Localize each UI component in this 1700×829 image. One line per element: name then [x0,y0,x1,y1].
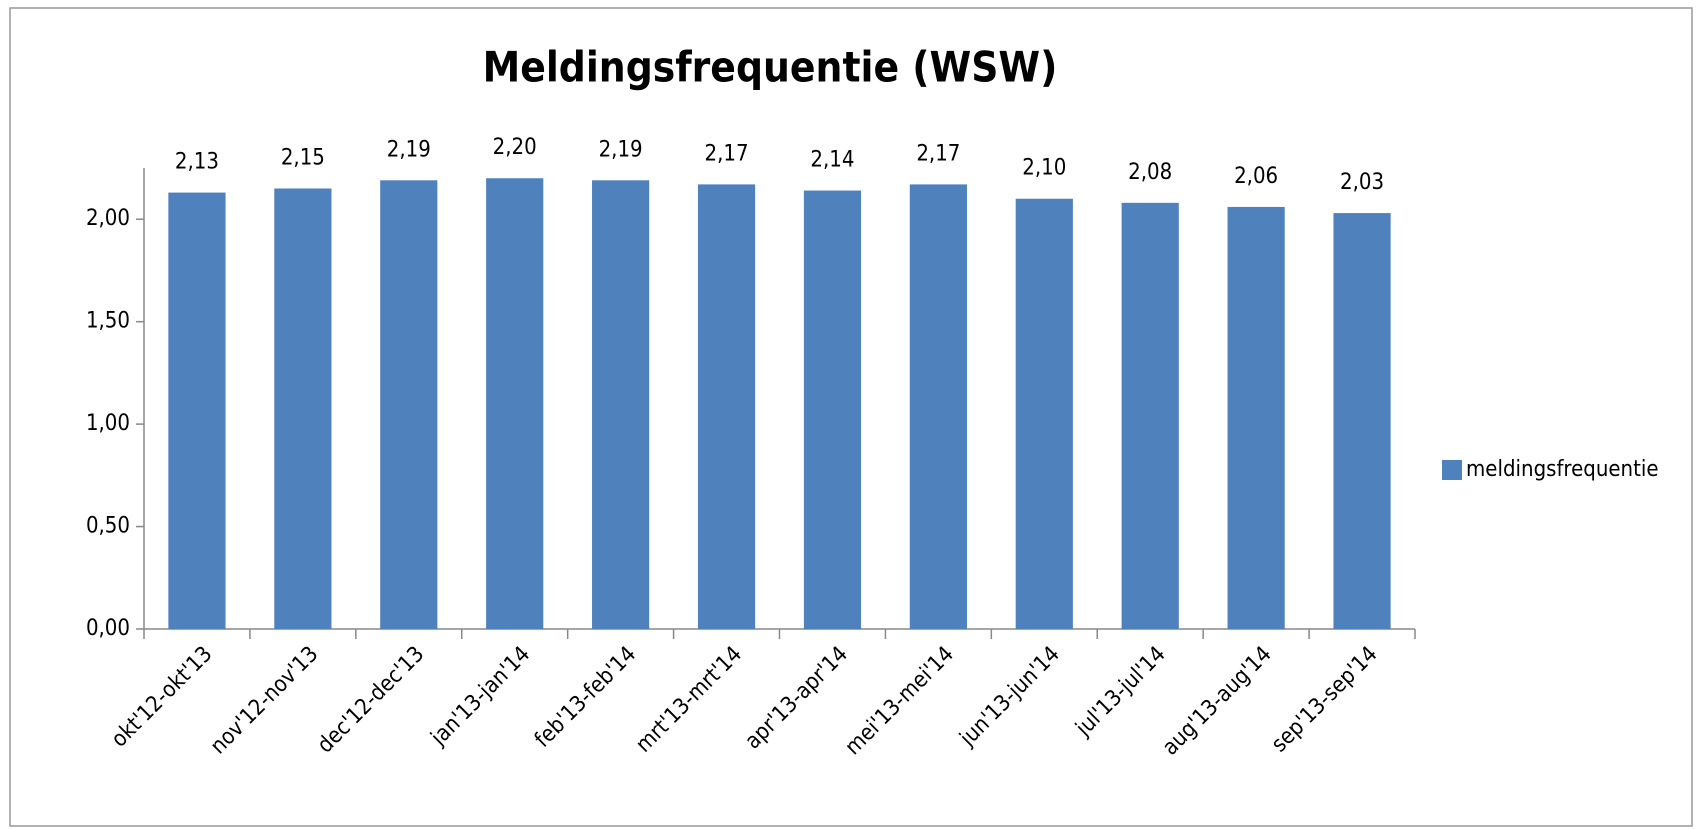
y-tick-label: 1,50 [86,309,130,334]
bar [274,188,332,629]
y-tick-label: 0,50 [86,514,130,539]
value-label: 2,19 [599,137,643,162]
bar [1227,206,1285,629]
bar [1015,198,1073,629]
y-tick-label: 0,00 [86,616,130,641]
bar [168,192,226,629]
value-label: 2,20 [493,135,537,160]
y-tick-label: 1,00 [86,411,130,436]
value-label: 2,17 [916,141,960,166]
bar [486,178,544,629]
bar [380,180,438,629]
value-label: 2,14 [810,148,854,173]
value-label: 2,13 [175,150,219,175]
bar [1333,213,1391,629]
value-label: 2,19 [387,137,431,162]
chart-title: Meldingsfrequentie (WSW) [483,43,1058,92]
value-label: 2,06 [1234,164,1278,189]
legend-label: meldingsfrequentie [1466,457,1659,482]
value-label: 2,03 [1340,170,1384,195]
value-label: 2,17 [705,141,749,166]
bar [697,184,756,629]
value-label: 2,08 [1128,160,1172,185]
legend-swatch [1442,460,1462,480]
value-label: 2,10 [1022,156,1066,181]
bar [803,190,862,629]
y-tick-label: 2,00 [86,206,130,231]
bar [909,184,967,629]
value-label: 2,15 [281,145,325,170]
bar [1121,202,1179,629]
bar [592,180,650,629]
